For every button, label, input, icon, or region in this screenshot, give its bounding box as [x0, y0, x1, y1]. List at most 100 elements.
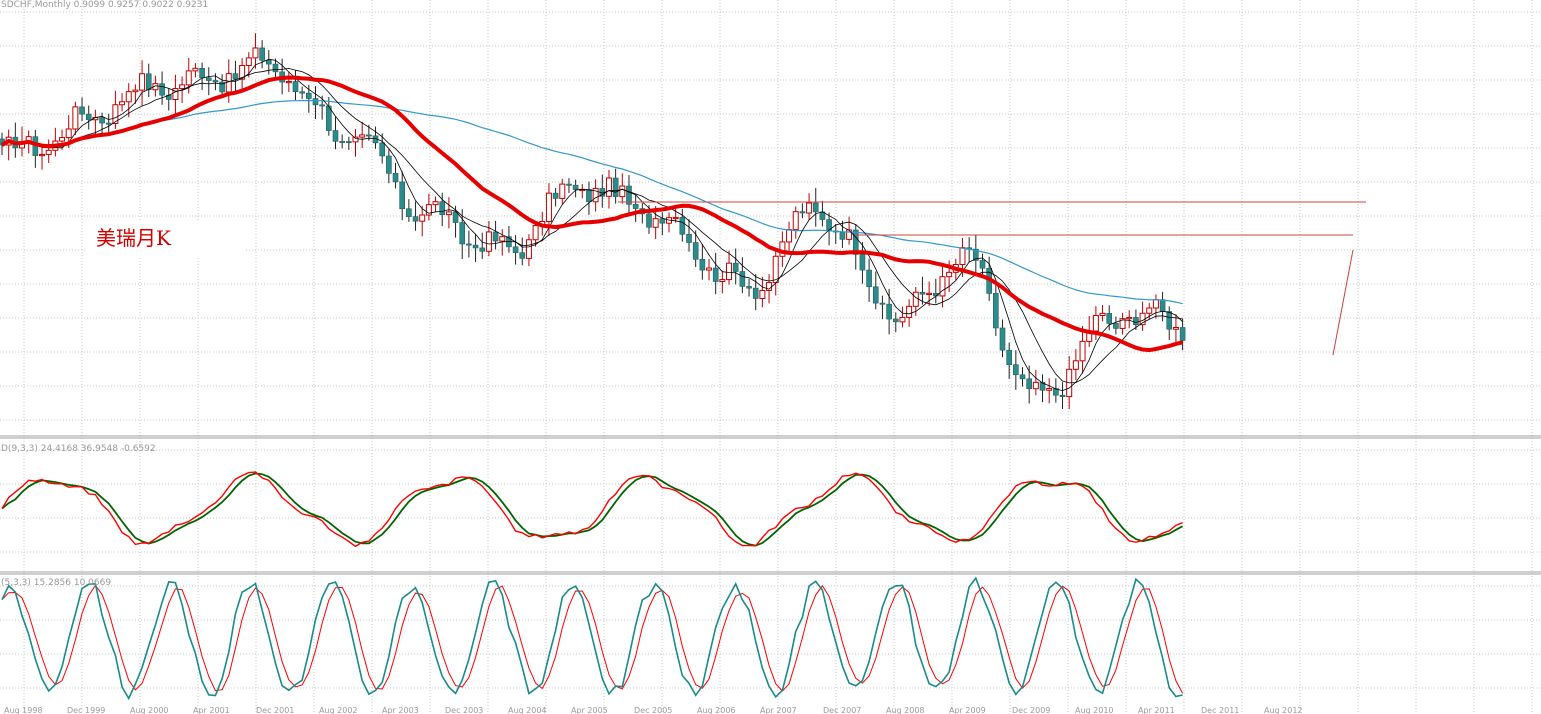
candle-bearish	[105, 122, 112, 125]
candle-bearish	[1039, 382, 1046, 391]
candle-bullish	[39, 153, 46, 157]
candle-bullish	[959, 247, 966, 265]
moving-average-thick	[0, 75, 1184, 353]
candle-bearish	[686, 233, 692, 243]
candle-bearish	[212, 80, 219, 83]
candle-bearish	[1133, 317, 1139, 325]
candle-bullish	[719, 279, 726, 283]
x-tick-label: Aug 2004	[508, 706, 547, 714]
candle-bullish	[1146, 307, 1153, 314]
candle-bearish	[626, 185, 632, 205]
candle-bearish	[339, 141, 345, 143]
candle-bearish	[392, 173, 399, 183]
candle-bullish	[532, 225, 539, 241]
candle-bearish	[519, 252, 526, 259]
candle-bearish	[712, 267, 719, 282]
x-tick-label: Aug 1998	[4, 706, 43, 714]
x-tick-label: Dec 2009	[1012, 706, 1050, 714]
candle-bearish	[572, 184, 579, 190]
candle-bearish	[566, 183, 572, 186]
candle-bullish	[239, 64, 246, 80]
x-tick-label: Apr 2007	[760, 706, 797, 714]
stochastic-signal-line	[1, 584, 1184, 694]
candle-bearish	[399, 181, 406, 210]
candle-bullish	[72, 106, 79, 130]
candle-bearish	[312, 98, 319, 106]
candle-bearish	[346, 141, 352, 144]
candle-bullish	[112, 104, 119, 124]
candle-bearish	[1106, 313, 1113, 324]
candle-bearish	[1013, 364, 1019, 376]
candle-bullish	[672, 216, 679, 220]
candle-bullish	[545, 192, 552, 223]
candle-bullish	[192, 67, 199, 72]
candle-bearish	[319, 104, 325, 107]
candle-bullish	[432, 201, 439, 206]
x-tick-label: Aug 2010	[1075, 706, 1114, 714]
candle-bullish	[359, 134, 366, 138]
kd-panel	[1, 471, 1184, 548]
candle-bearish	[292, 81, 299, 92]
candle-bullish	[926, 292, 933, 296]
candle-bullish	[706, 267, 713, 271]
candle-bullish	[592, 187, 599, 203]
candle-bullish	[245, 57, 252, 66]
candle-bullish	[726, 262, 733, 281]
candle-bearish	[1006, 349, 1012, 365]
candle-bearish	[632, 204, 639, 209]
candle-bearish	[659, 218, 666, 224]
candle-bullish	[1099, 312, 1106, 316]
candle-bearish	[859, 254, 866, 271]
candle-bearish	[366, 134, 372, 137]
main-panel-info: SDCHF,Monthly 0.9099 0.9257 0.9022 0.923…	[1, 0, 208, 10]
candle-bearish	[879, 302, 886, 305]
candle-bullish	[652, 218, 659, 228]
candle-bullish	[1092, 314, 1099, 332]
candle-bearish	[412, 216, 419, 222]
stochastic-panel	[1, 576, 1184, 701]
candle-bearish	[993, 293, 999, 329]
candle-bullish	[485, 231, 492, 252]
candle-bullish	[45, 149, 52, 155]
candle-bullish	[792, 211, 799, 231]
candle-bullish	[1172, 326, 1179, 330]
kd-panel-info: D(9,3,3) 24.4168 36.9548 -0.6592	[1, 444, 156, 454]
candle-bearish	[512, 246, 519, 253]
candle-bullish	[946, 271, 953, 278]
candle-bearish	[679, 217, 686, 235]
kd-d-line	[1, 472, 1184, 547]
candle-bullish	[1079, 340, 1086, 362]
candle-bearish	[379, 142, 385, 157]
candle-bullish	[1032, 381, 1039, 390]
moving-average-short	[1, 58, 1183, 392]
candle-bearish	[386, 155, 392, 174]
candle-bearish	[732, 262, 739, 272]
x-axis-labels: Aug 1998 Dec 1999 Aug 2000 Apr 2001 Dec 2001…	[4, 706, 1303, 714]
candle-bullish	[906, 305, 913, 318]
candle-bearish	[1026, 378, 1032, 390]
candle-bullish	[172, 88, 179, 100]
candle-bullish	[179, 84, 186, 90]
stochastic-main-line	[1, 576, 1183, 701]
candle-bearish	[452, 211, 459, 223]
x-tick-label: Dec 2003	[445, 706, 483, 714]
x-tick-label: Dec 1999	[67, 706, 105, 714]
candle-bullish	[352, 136, 359, 143]
candle-bearish	[232, 73, 239, 80]
candle-bearish	[586, 189, 592, 203]
candle-bullish	[139, 73, 146, 91]
candle-bearish	[839, 231, 846, 240]
title-box	[86, 220, 246, 258]
kd-k-line	[1, 471, 1183, 548]
candle-bullish	[786, 229, 793, 243]
candle-bullish	[1152, 299, 1159, 309]
x-tick-label: Dec 2001	[256, 706, 294, 714]
candle-bearish	[892, 318, 899, 323]
candle-bullish	[252, 47, 259, 59]
candle-bullish	[1046, 388, 1053, 391]
candle-bullish	[419, 214, 426, 222]
candle-bearish	[612, 177, 619, 197]
trend-line	[1332, 249, 1354, 356]
